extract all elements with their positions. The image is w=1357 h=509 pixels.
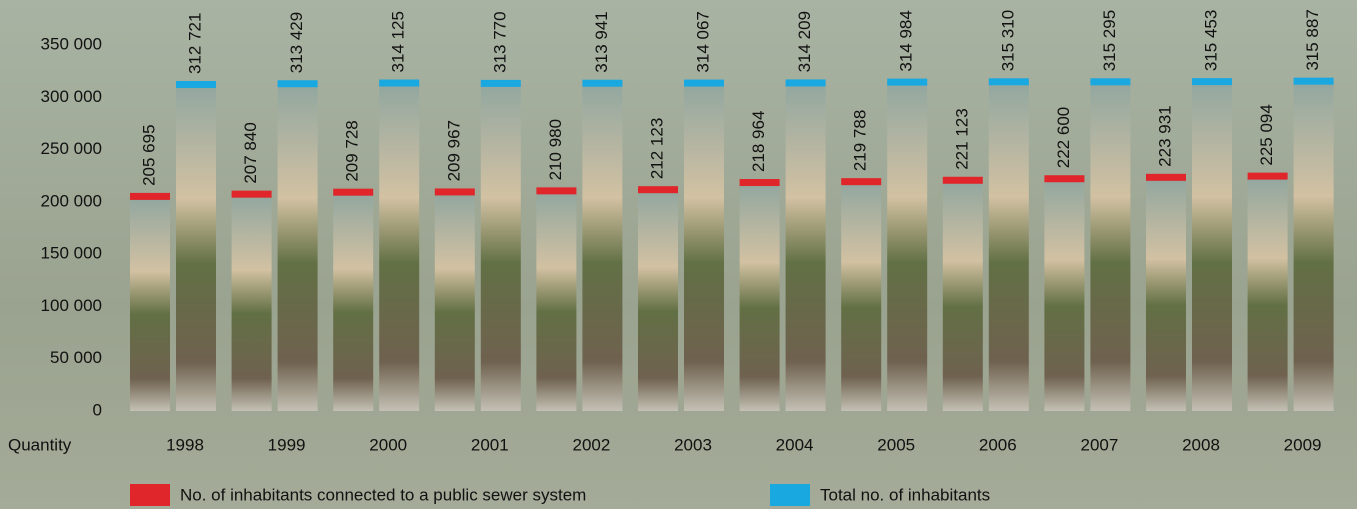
bar-cap xyxy=(740,179,780,186)
value-label: 315 295 xyxy=(1100,10,1119,71)
bar xyxy=(943,180,983,411)
x-tick-label: 2009 xyxy=(1284,435,1322,454)
bar-cap xyxy=(278,80,318,87)
bar-cap xyxy=(841,178,881,185)
legend-swatch xyxy=(770,484,810,506)
y-tick-label: 50 000 xyxy=(50,348,102,367)
bar xyxy=(1090,81,1130,411)
bar xyxy=(232,194,272,411)
bar xyxy=(887,82,927,411)
bar xyxy=(740,182,780,411)
x-tick-label: 2000 xyxy=(369,435,407,454)
bar xyxy=(684,83,724,411)
y-tick-label: 100 000 xyxy=(41,296,102,315)
bar xyxy=(638,189,678,411)
value-label: 315 453 xyxy=(1201,10,1220,71)
x-tick-label: 2007 xyxy=(1080,435,1118,454)
bar-cap xyxy=(786,79,826,86)
x-tick-label: 2005 xyxy=(877,435,915,454)
bar-cap xyxy=(684,80,724,87)
value-label: 223 931 xyxy=(1155,105,1174,166)
bar xyxy=(1192,81,1232,411)
bar-cap xyxy=(887,79,927,86)
value-label: 314 067 xyxy=(693,11,712,72)
value-label: 222 600 xyxy=(1054,107,1073,168)
bar-cap xyxy=(130,193,170,200)
value-label: 315 887 xyxy=(1303,9,1322,70)
bar xyxy=(481,83,521,411)
bar xyxy=(1248,176,1288,411)
value-label: 313 429 xyxy=(287,12,306,73)
value-label: 314 984 xyxy=(897,10,916,71)
value-label: 209 728 xyxy=(343,120,362,181)
y-tick-label: 350 000 xyxy=(41,34,102,53)
x-tick-label: 2006 xyxy=(979,435,1017,454)
bar-cap xyxy=(943,177,983,184)
bar-cap xyxy=(1248,173,1288,180)
bar xyxy=(1294,81,1334,411)
bar xyxy=(278,83,318,411)
bar xyxy=(989,81,1029,411)
bar xyxy=(786,82,826,411)
x-tick-label: 2002 xyxy=(572,435,610,454)
value-label: 219 788 xyxy=(851,110,870,171)
bar xyxy=(1044,178,1084,411)
value-label: 218 964 xyxy=(749,111,768,172)
bar-cap xyxy=(989,78,1029,85)
value-label: 314 209 xyxy=(795,11,814,72)
value-label: 225 094 xyxy=(1257,104,1276,165)
bar-cap xyxy=(1294,78,1334,85)
y-tick-label: 0 xyxy=(93,400,102,419)
bar xyxy=(841,181,881,411)
bar-cap xyxy=(1146,174,1186,181)
bar xyxy=(1146,177,1186,411)
x-axis-label: Quantity xyxy=(8,435,72,454)
bar-cap xyxy=(232,191,272,198)
bar-cap xyxy=(176,81,216,88)
bar-cap xyxy=(536,187,576,194)
bar-cap xyxy=(1192,78,1232,85)
legend-label: No. of inhabitants connected to a public… xyxy=(180,485,586,504)
legend-swatch xyxy=(130,484,170,506)
bar-cap xyxy=(333,189,373,196)
x-tick-label: 2001 xyxy=(471,435,509,454)
value-label: 313 770 xyxy=(490,11,509,72)
bar-cap xyxy=(481,80,521,87)
bar-cap xyxy=(435,188,475,195)
value-label: 210 980 xyxy=(546,119,565,180)
value-label: 315 310 xyxy=(998,10,1017,71)
bar xyxy=(176,84,216,411)
value-label: 313 941 xyxy=(592,11,611,72)
bar xyxy=(582,83,622,411)
x-tick-label: 2008 xyxy=(1182,435,1220,454)
bar xyxy=(130,196,170,411)
y-tick-label: 250 000 xyxy=(41,139,102,158)
x-tick-label: 1998 xyxy=(166,435,204,454)
legend-label: Total no. of inhabitants xyxy=(820,485,990,504)
bar-cap xyxy=(1044,175,1084,182)
bar-cap xyxy=(638,186,678,193)
bar-cap xyxy=(379,80,419,87)
x-tick-label: 1999 xyxy=(268,435,306,454)
bar xyxy=(435,191,475,411)
value-label: 314 125 xyxy=(389,11,408,72)
bar-cap xyxy=(582,80,622,87)
bar xyxy=(536,190,576,411)
value-label: 207 840 xyxy=(241,122,260,183)
value-label: 221 123 xyxy=(952,108,971,169)
bar-cap xyxy=(1090,78,1130,85)
value-label: 205 695 xyxy=(139,124,158,185)
y-tick-label: 300 000 xyxy=(41,87,102,106)
x-tick-label: 2003 xyxy=(674,435,712,454)
y-tick-label: 200 000 xyxy=(41,191,102,210)
bar xyxy=(379,83,419,411)
bar xyxy=(333,192,373,411)
chart: Quantity 0 50 000 100 000 150 000 200 000 250… xyxy=(0,0,1357,509)
y-tick-label: 150 000 xyxy=(41,244,102,263)
value-label: 312 721 xyxy=(185,13,204,74)
x-tick-label: 2004 xyxy=(776,435,814,454)
value-label: 212 123 xyxy=(647,118,666,179)
value-label: 209 967 xyxy=(444,120,463,181)
